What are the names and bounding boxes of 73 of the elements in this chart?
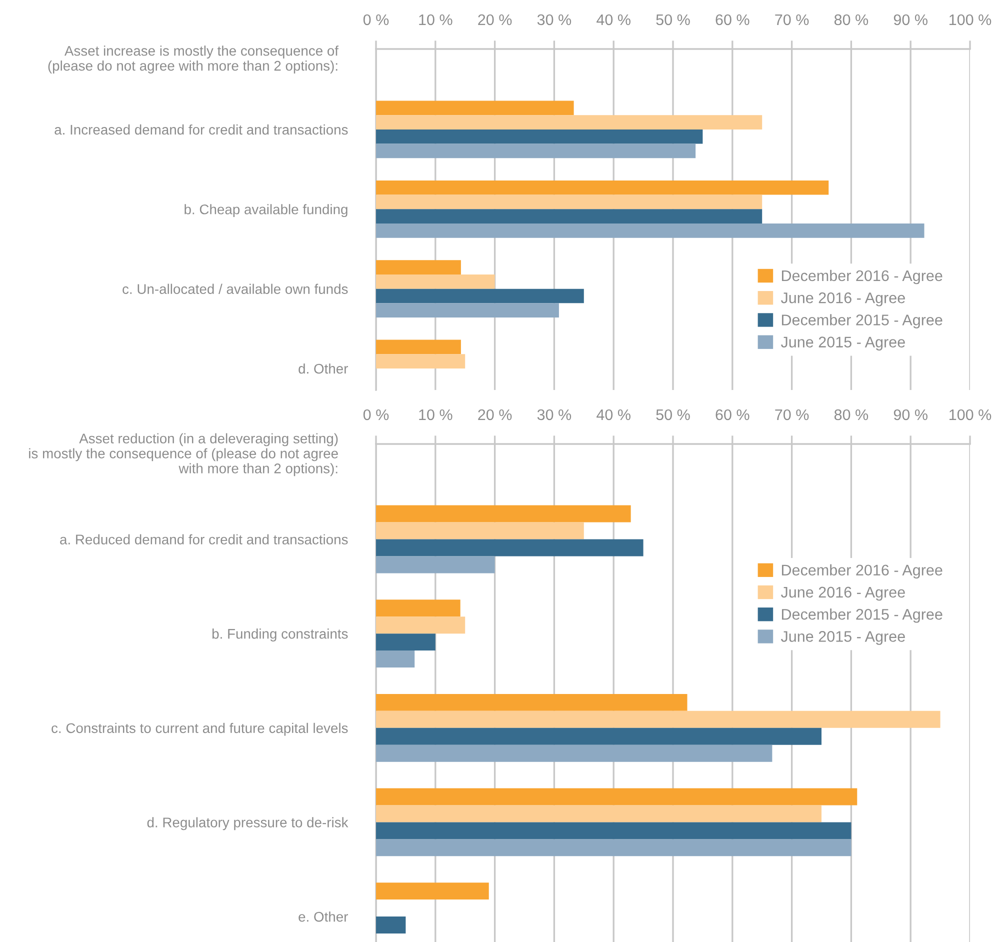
- legend-label: December 2015 - Agree: [782, 314, 942, 328]
- x-tick-label: 10 %: [419, 14, 452, 26]
- bar: [376, 505, 631, 522]
- y-tick-label: d. Other: [298, 363, 348, 374]
- x-tick-label: 20 %: [478, 14, 512, 26]
- bar: [376, 209, 762, 224]
- bar: [376, 916, 406, 934]
- x-tick-label: 80 %: [834, 409, 868, 420]
- bar: [376, 694, 688, 711]
- bar: [376, 223, 924, 238]
- x-tick-label: 50 %: [656, 409, 690, 420]
- bar: [376, 839, 852, 856]
- x-tick-label: 70 %: [775, 14, 809, 26]
- bar: [376, 522, 584, 540]
- legend-label: June 2015 - Agree: [780, 631, 905, 645]
- bar: [376, 882, 489, 900]
- x-tick-label: 30 %: [537, 409, 572, 420]
- y-tick-label: a. Increased demand for credit and transactions: [54, 124, 348, 135]
- bar: [376, 822, 852, 840]
- bar: [376, 600, 460, 617]
- x-tick-label: 100 %: [950, 14, 992, 26]
- bar: [376, 340, 461, 354]
- bar: [376, 805, 822, 822]
- x-tick-label: 100 %: [950, 409, 992, 420]
- bar: [376, 744, 772, 762]
- x-tick-label: 0 %: [363, 14, 389, 26]
- x-tick-label: 20 %: [478, 409, 512, 420]
- x-tick-label: 60 %: [716, 14, 750, 26]
- bar: [376, 115, 762, 130]
- bar: [376, 616, 466, 634]
- bar: [376, 260, 461, 274]
- y-tick-label: b. Cheap available funding: [184, 204, 348, 218]
- y-tick-label: b. Funding constraints: [212, 628, 348, 642]
- y-tick-label: a. Reduced demand for credit and transactions: [60, 534, 348, 544]
- bar: [376, 180, 829, 195]
- x-tick-label: 40 %: [596, 14, 630, 26]
- text: Asset increase is mostly the consequence of (please do not agree with more than 2 options):: [48, 46, 339, 74]
- bar: [376, 303, 559, 318]
- x-tick-label: 60 %: [716, 409, 750, 420]
- bar: [376, 539, 644, 556]
- x-tick-label: 30 %: [537, 14, 572, 26]
- legend-label: December 2015 - Agree: [782, 608, 942, 623]
- legend-label: June 2016 - Agree: [780, 292, 905, 306]
- x-tick-label: 40 %: [596, 409, 630, 420]
- bar: [376, 650, 415, 668]
- text: Asset reduction (in a deleveraging setting) is mostly the consequence of (please do not agree with more than 2 options):: [29, 433, 338, 476]
- bar: [376, 634, 436, 651]
- bar: [376, 710, 940, 728]
- x-tick-label: 90 %: [894, 14, 928, 26]
- x-tick-label: 70 %: [775, 409, 809, 420]
- bar: [376, 288, 584, 304]
- x-tick-label: 10 %: [419, 409, 452, 420]
- y-tick-label: c. Un-allocated / available own funds: [122, 284, 348, 294]
- x-tick-label: 90 %: [894, 409, 928, 420]
- bar: [376, 274, 495, 289]
- bar: [376, 144, 696, 158]
- y-tick-label: d. Regulatory pressure to de-risk: [147, 817, 348, 830]
- legend-label: June 2016 - Agree: [780, 586, 905, 601]
- legend-label: June 2015 - Agree: [780, 336, 905, 350]
- bar: [376, 788, 858, 806]
- bar: [376, 354, 466, 368]
- legend-label: December 2016 - Agree: [782, 270, 942, 284]
- bar: [376, 129, 703, 144]
- y-tick-label: c. Constraints to current and future capital levels: [52, 722, 348, 736]
- y-tick-label: e. Other: [298, 912, 348, 922]
- x-tick-label: 50 %: [656, 14, 690, 26]
- x-tick-label: 0 %: [363, 409, 389, 420]
- x-tick-label: 80 %: [834, 14, 868, 26]
- bar: [376, 728, 822, 745]
- legend-label: December 2016 - Agree: [782, 564, 942, 579]
- bar: [376, 100, 574, 116]
- bar: [376, 556, 495, 574]
- bar: [376, 194, 762, 210]
